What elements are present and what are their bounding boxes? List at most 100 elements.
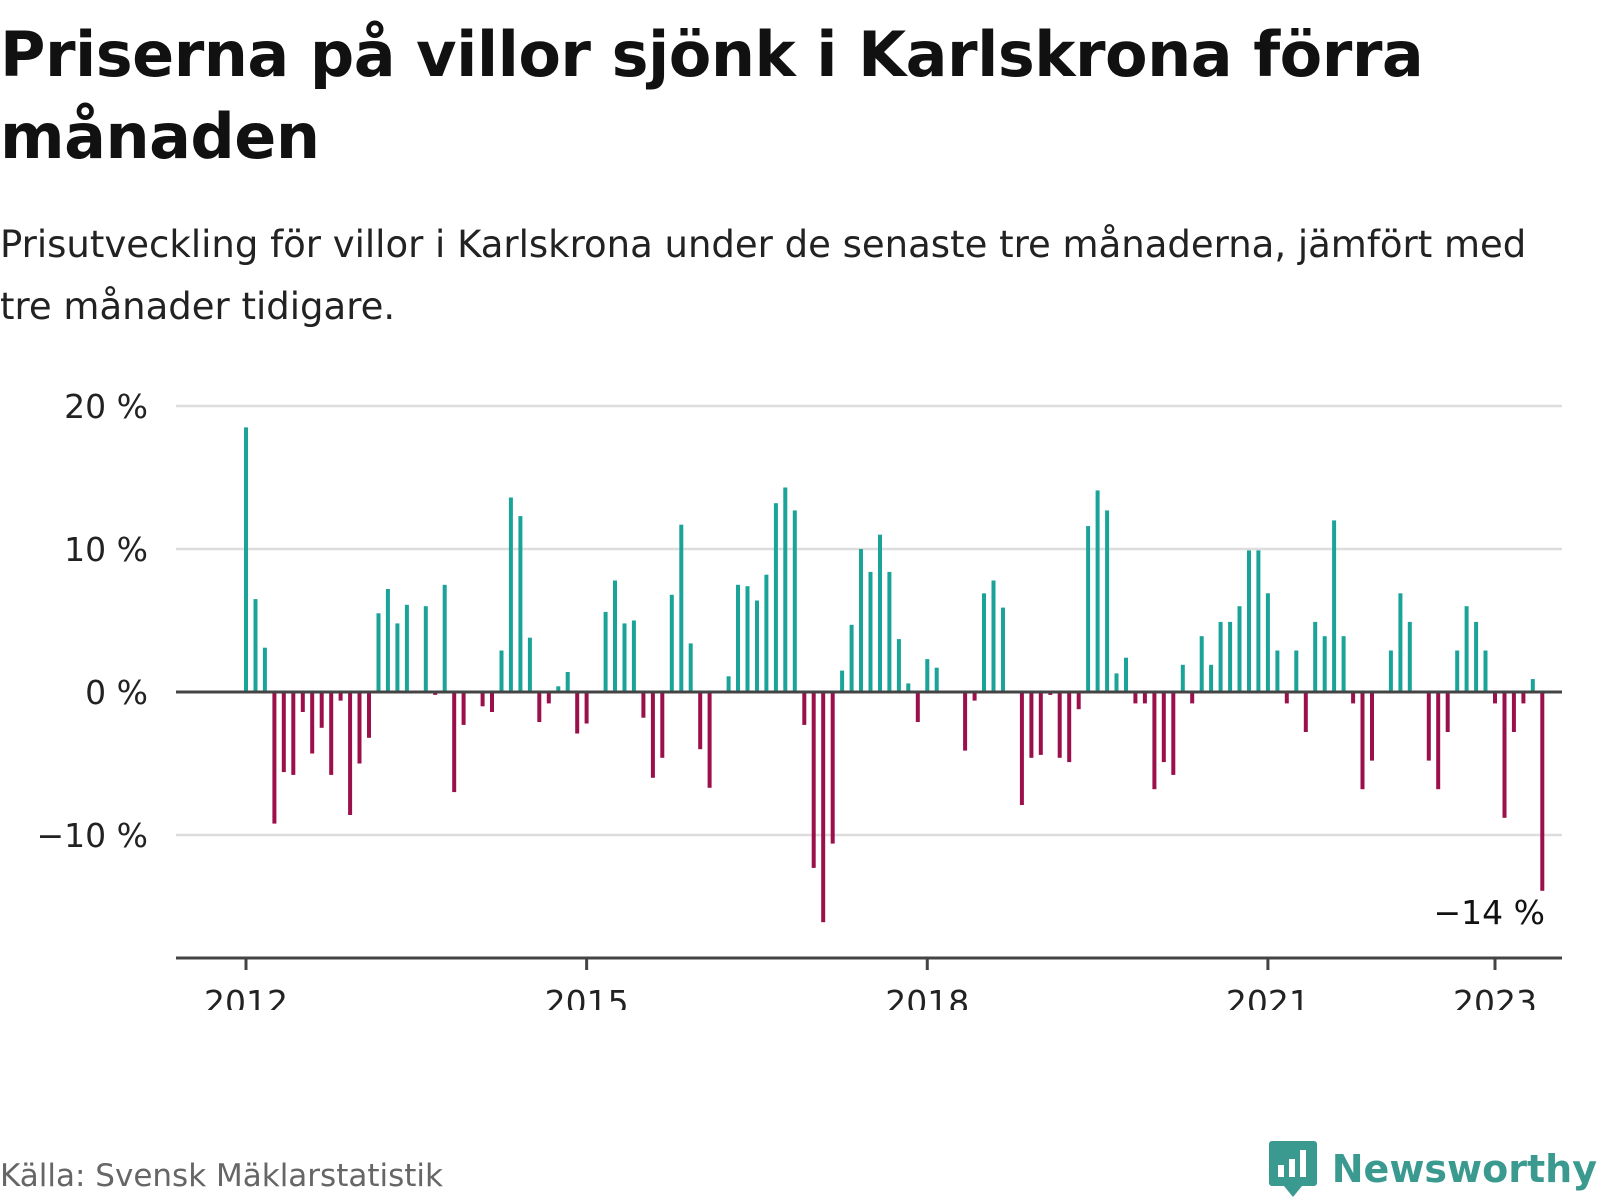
- bar: [736, 584, 740, 693]
- bar: [1332, 520, 1337, 692]
- axis-layer: [176, 690, 1562, 970]
- bar: [480, 692, 485, 707]
- bar: [1436, 692, 1441, 790]
- bar: [565, 672, 570, 692]
- bar: [376, 613, 381, 692]
- bar: [1303, 692, 1308, 732]
- bar: [1370, 692, 1374, 761]
- bar: [1540, 692, 1545, 891]
- bar: [461, 692, 466, 725]
- bar: [1038, 692, 1043, 755]
- bar: [1076, 692, 1081, 710]
- bar: [688, 643, 693, 692]
- bar: [442, 584, 447, 693]
- bar: [906, 683, 911, 692]
- bar: [896, 639, 901, 692]
- bar: [991, 580, 996, 692]
- bar: [1341, 636, 1346, 692]
- bar: [755, 600, 759, 692]
- bar: [1502, 692, 1507, 818]
- bar: [1190, 692, 1195, 704]
- bar: [1114, 673, 1119, 692]
- bar: [707, 692, 712, 788]
- bar: [1294, 650, 1299, 692]
- bar: [253, 599, 258, 692]
- bar: [348, 692, 353, 815]
- bar: [452, 692, 457, 793]
- bar: [1398, 593, 1403, 692]
- bar: [1265, 593, 1270, 692]
- bar: [849, 624, 854, 692]
- bar: [622, 623, 627, 692]
- bar: [641, 692, 646, 718]
- bar: [1105, 510, 1110, 692]
- bar: [329, 692, 334, 775]
- bar: [660, 692, 665, 758]
- bar: [1426, 692, 1431, 761]
- bars-layer: [244, 427, 1545, 923]
- bar: [1057, 692, 1062, 758]
- bar: [830, 692, 835, 844]
- bar: [1407, 621, 1412, 692]
- grid-layer: [176, 404, 1562, 837]
- bar: [1322, 636, 1327, 692]
- bar: [1019, 692, 1024, 805]
- bar: [1284, 692, 1289, 704]
- bar: [963, 692, 968, 751]
- chart-subtitle: Prisutveckling för villor i Karlskrona u…: [0, 223, 1527, 328]
- bar: [631, 620, 636, 692]
- bar-chart: 20 % 10 % 0 % −10 % 2012 2015 2018 2021 2023 −14 …: [37, 387, 1562, 1010]
- bar: [773, 503, 778, 692]
- y-tick-label: 0 %: [85, 673, 148, 712]
- newsworthy-logo-icon: [1268, 1141, 1317, 1197]
- y-tick-label: −10 %: [37, 816, 149, 855]
- bar: [1483, 650, 1488, 692]
- bar: [281, 692, 286, 773]
- bar: [698, 692, 703, 750]
- bar: [669, 594, 674, 692]
- bar: [887, 571, 892, 692]
- bar: [385, 589, 390, 692]
- bar: [508, 497, 513, 692]
- bar: [1161, 692, 1166, 763]
- bar: [490, 692, 494, 712]
- bar: [357, 692, 362, 764]
- y-tick-label: 10 %: [64, 530, 148, 569]
- bar: [556, 686, 561, 692]
- bar: [291, 692, 296, 775]
- brand-logo[interactable]: Newsworthy: [1268, 1137, 1597, 1201]
- bar: [1530, 679, 1535, 692]
- chart-title: Priserna på villor sjönk i Karlskrona fö…: [0, 18, 1424, 173]
- bar: [868, 571, 873, 692]
- bar: [972, 692, 977, 701]
- last-value-annotation: −14 %: [1434, 893, 1546, 932]
- bar: [1351, 692, 1356, 704]
- bar: [1388, 650, 1393, 692]
- bar: [1209, 664, 1214, 692]
- bar: [546, 692, 551, 704]
- bar: [792, 510, 797, 692]
- bar: [1228, 621, 1233, 692]
- bar: [584, 692, 589, 724]
- bar: [319, 692, 324, 728]
- bar: [1095, 490, 1100, 692]
- bar: [1474, 621, 1479, 692]
- bar: [1171, 692, 1176, 775]
- bar: [1464, 606, 1469, 692]
- bar: [811, 692, 816, 868]
- bar: [1067, 692, 1072, 763]
- bar: [603, 611, 608, 692]
- bar: [300, 692, 305, 712]
- bar: [423, 606, 428, 692]
- bar: [1521, 692, 1526, 704]
- bar: [1086, 526, 1091, 692]
- bar: [878, 534, 882, 692]
- bar: [1237, 606, 1242, 692]
- bar: [821, 692, 826, 923]
- brand-name: Newsworthy: [1331, 1147, 1597, 1191]
- bar: [925, 659, 930, 692]
- bar: [1247, 550, 1251, 692]
- y-tick-label: 20 %: [64, 387, 148, 426]
- bar: [1455, 650, 1460, 692]
- bar: [575, 692, 580, 734]
